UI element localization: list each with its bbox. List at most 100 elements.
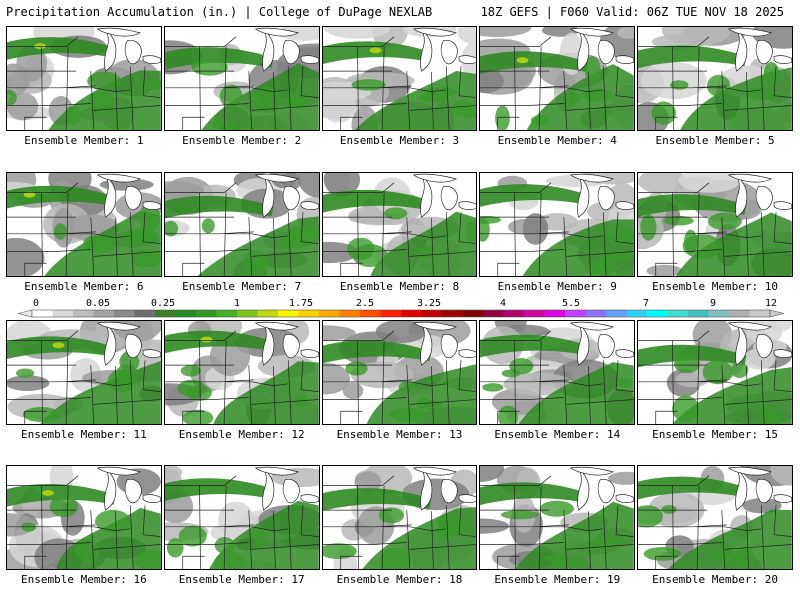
border-line [458,505,477,537]
border-line [115,511,118,569]
border-line [7,542,91,545]
border-line [7,475,79,486]
precip-cell [383,207,407,220]
precip-area [608,471,635,485]
ensemble-member-panel: Ensemble Member: 6 [6,172,162,293]
ensemble-member-panel: Ensemble Member: 13 [321,320,478,441]
border-line [638,524,727,528]
precip-cell [190,59,228,76]
scale-arrow-right [769,309,785,318]
lake-erie [458,494,477,503]
border-line [430,218,434,276]
border-line [65,340,69,424]
state-borders [164,27,319,130]
lake-erie [773,55,792,64]
scale-swatch [462,310,484,317]
lake-erie [142,494,161,503]
border-line [223,87,289,93]
border-line [93,105,161,111]
border-line [381,526,446,532]
scale-swatch [585,310,607,317]
border-line [164,475,237,486]
border-line [514,192,517,276]
ensemble-member-map [637,26,793,131]
ensemble-member-label: Ensemble Member: 4 [497,134,617,147]
precip-area [640,62,707,100]
precip-swath-southeast [672,367,792,424]
state-borders [322,27,477,130]
border-line [381,485,385,569]
border-line [480,85,570,89]
precip-field [480,27,635,130]
precip-swath-southeast [680,67,792,130]
precip-cell [416,396,429,409]
border-line [198,485,201,569]
state-borders [480,27,635,130]
precip-area [678,173,741,193]
border-line [381,46,385,130]
precip-field [480,321,635,424]
border-line [539,233,604,239]
border-line [41,340,43,424]
border-line [322,36,394,47]
border-line [7,397,91,400]
michigan-lower-peninsula [598,479,616,504]
border-line [697,526,762,532]
border-line [563,510,568,569]
border-line [406,510,410,569]
lake-michigan [419,28,432,72]
precip-cell [708,212,743,231]
michigan-lower-peninsula [282,479,300,504]
border-line [480,524,570,528]
border-line [7,524,96,528]
border-line [497,410,520,424]
precip-cell [603,252,635,261]
state-borders [7,321,161,424]
precip-area [354,471,381,493]
border-line [480,379,570,383]
precip-field [322,27,477,130]
ensemble-member-map [6,172,162,277]
lake-michigan [419,322,432,366]
border-line [458,360,477,392]
border-line [41,192,43,276]
scale-swatch [278,310,299,317]
border-line [7,103,91,106]
lake-superior [570,321,615,331]
border-line [480,397,565,400]
scale-swatch [503,310,525,317]
border-line [251,105,319,111]
ensemble-member-map [637,320,793,425]
border-line [381,192,385,276]
precip-maximum [23,191,36,198]
precip-band-north [164,478,274,501]
precip-cell [88,90,115,115]
scale-swatch [667,310,689,317]
lake-michigan [577,28,590,72]
member-row-2: Ensemble Member: 6 Ensemble Member: 7 Ense… [6,172,793,293]
border-line [445,505,450,569]
state-borders [7,466,161,569]
ensemble-member-panel: Ensemble Member: 4 [479,26,636,147]
ensemble-member-label: Ensemble Member: 19 [494,573,621,586]
scale-tick-label: 2.5 [356,298,374,309]
border-line [93,399,161,405]
precip-band-north [638,45,747,69]
scale-tick-label: 1.75 [289,298,313,309]
precip-cell [682,234,722,259]
michigan-lower-peninsula [440,479,458,504]
precip-cell [352,244,388,267]
border-line [164,249,249,252]
precip-field [164,173,319,276]
lake-superior [570,466,615,476]
precip-cell [702,359,733,385]
border-line [182,262,205,276]
scale-swatch [729,310,750,317]
border-line [616,212,635,244]
precip-cell [584,259,618,276]
precip-cell [378,547,411,569]
michigan-lower-peninsula [440,186,458,211]
precip-area [297,173,319,198]
lake-erie [616,349,635,358]
border-line [41,485,43,569]
